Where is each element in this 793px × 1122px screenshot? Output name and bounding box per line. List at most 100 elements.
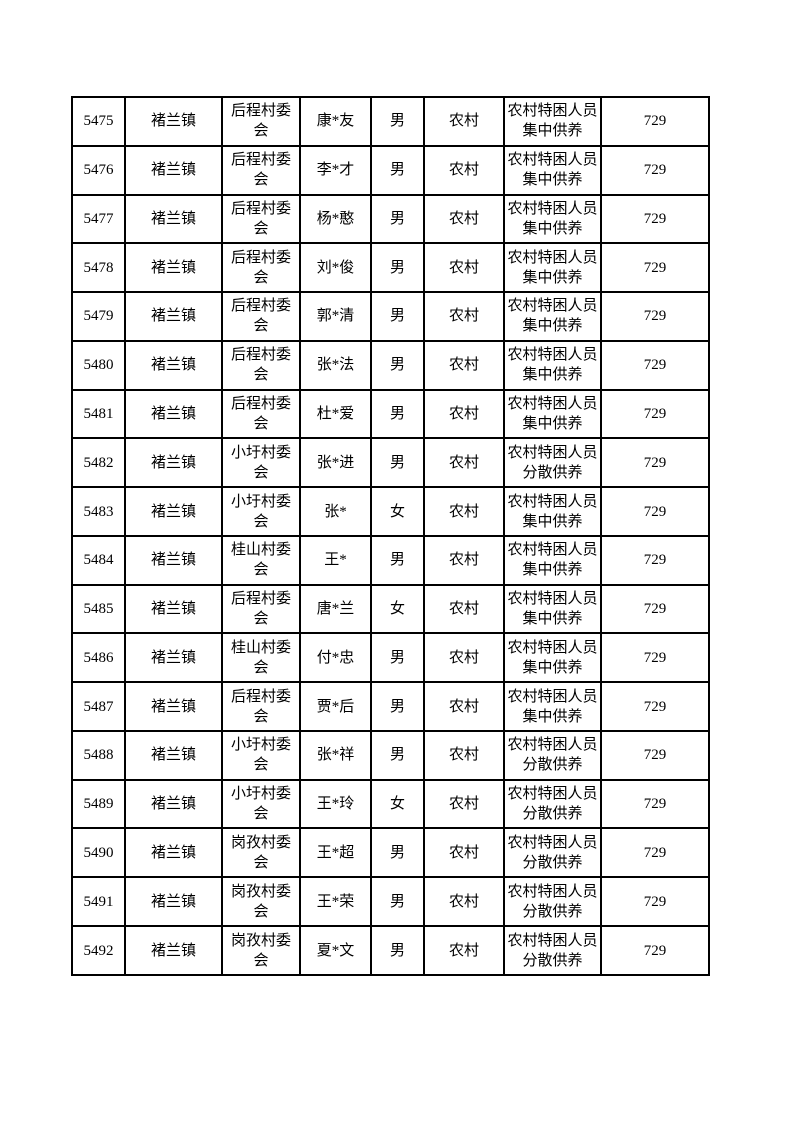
- cell-gender: 男: [370, 193, 425, 245]
- cell-amount: 729: [600, 632, 710, 684]
- cell-support-type: 农村特困人员 集中供养: [503, 291, 602, 342]
- cell-amount: 729: [600, 339, 710, 391]
- cell-residence: 农村: [423, 242, 505, 294]
- table-row: 5492 褚兰镇 岗孜村委 会夏*文男农村 农村特困人员 分散供养 729: [71, 925, 710, 976]
- cell-index: 5490: [71, 827, 126, 879]
- cell-residence: 农村: [423, 291, 505, 342]
- table-row: 5481 褚兰镇 后程村委 会杜*爱男农村 农村特困人员 集中供养 729: [71, 388, 710, 440]
- cell-town: 褚兰镇: [124, 925, 223, 976]
- cell-index: 5489: [71, 778, 126, 830]
- table-row: 5489 褚兰镇 小圩村委 会王*玲女农村 农村特困人员 分散供养 729: [71, 778, 710, 830]
- cell-gender: 男: [370, 632, 425, 684]
- cell-village: 后程村委 会: [221, 388, 301, 440]
- table-row: 5484 褚兰镇 桂山村委 会王* 男农村 农村特困人员 集中供养 729: [71, 534, 710, 586]
- cell-index: 5480: [71, 339, 126, 391]
- cell-gender: 男: [370, 144, 425, 196]
- cell-village: 小圩村委 会: [221, 437, 301, 489]
- cell-index: 5491: [71, 876, 126, 928]
- cell-gender: 男: [370, 534, 425, 586]
- cell-support-type: 农村特困人员 集中供养: [503, 96, 602, 147]
- cell-index: 5475: [71, 96, 126, 147]
- cell-gender: 男: [370, 925, 425, 976]
- cell-gender: 男: [370, 291, 425, 342]
- cell-name: 付*忠: [299, 632, 372, 684]
- cell-name: 张*进: [299, 437, 372, 489]
- cell-village: 小圩村委 会: [221, 778, 301, 830]
- cell-gender: 男: [370, 681, 425, 732]
- cell-town: 褚兰镇: [124, 729, 223, 781]
- cell-residence: 农村: [423, 339, 505, 391]
- cell-amount: 729: [600, 193, 710, 245]
- cell-residence: 农村: [423, 144, 505, 196]
- cell-support-type: 农村特困人员 集中供养: [503, 583, 602, 635]
- cell-gender: 男: [370, 339, 425, 391]
- cell-name: 唐*兰: [299, 583, 372, 635]
- cell-town: 褚兰镇: [124, 827, 223, 879]
- cell-amount: 729: [600, 486, 710, 537]
- cell-amount: 729: [600, 388, 710, 440]
- cell-name: 贾*后: [299, 681, 372, 732]
- cell-support-type: 农村特困人员 集中供养: [503, 144, 602, 196]
- table-row: 5488 褚兰镇 小圩村委 会张*祥男农村 农村特困人员 分散供养 729: [71, 729, 710, 781]
- cell-name: 康*友: [299, 96, 372, 147]
- cell-village: 后程村委 会: [221, 144, 301, 196]
- cell-gender: 男: [370, 242, 425, 294]
- cell-village: 后程村委 会: [221, 681, 301, 732]
- table-row: 5485 褚兰镇 后程村委 会唐*兰女农村 农村特困人员 集中供养 729: [71, 583, 710, 635]
- cell-amount: 729: [600, 681, 710, 732]
- cell-town: 褚兰镇: [124, 242, 223, 294]
- cell-name: 王*玲: [299, 778, 372, 830]
- cell-support-type: 农村特困人员 集中供养: [503, 486, 602, 537]
- cell-name: 张*: [299, 486, 372, 537]
- cell-town: 褚兰镇: [124, 96, 223, 147]
- cell-support-type: 农村特困人员 集中供养: [503, 632, 602, 684]
- cell-gender: 女: [370, 486, 425, 537]
- cell-gender: 男: [370, 729, 425, 781]
- cell-support-type: 农村特困人员 分散供养: [503, 827, 602, 879]
- cell-name: 杨*憨: [299, 193, 372, 245]
- cell-support-type: 农村特困人员 集中供养: [503, 681, 602, 732]
- cell-town: 褚兰镇: [124, 339, 223, 391]
- cell-village: 后程村委 会: [221, 583, 301, 635]
- cell-index: 5478: [71, 242, 126, 294]
- cell-village: 后程村委 会: [221, 242, 301, 294]
- table-row: 5482 褚兰镇 小圩村委 会张*进男农村 农村特困人员 分散供养 729: [71, 437, 710, 489]
- cell-name: 刘*俊: [299, 242, 372, 294]
- cell-residence: 农村: [423, 96, 505, 147]
- table-row: 5487 褚兰镇 后程村委 会贾*后男农村 农村特困人员 集中供养 729: [71, 681, 710, 732]
- cell-amount: 729: [600, 291, 710, 342]
- cell-name: 郭*清: [299, 291, 372, 342]
- cell-residence: 农村: [423, 681, 505, 732]
- cell-village: 后程村委 会: [221, 96, 301, 147]
- cell-residence: 农村: [423, 925, 505, 976]
- cell-amount: 729: [600, 827, 710, 879]
- cell-residence: 农村: [423, 632, 505, 684]
- cell-town: 褚兰镇: [124, 388, 223, 440]
- cell-name: 夏*文: [299, 925, 372, 976]
- cell-residence: 农村: [423, 827, 505, 879]
- cell-town: 褚兰镇: [124, 534, 223, 586]
- cell-support-type: 农村特困人员 分散供养: [503, 876, 602, 928]
- cell-residence: 农村: [423, 729, 505, 781]
- cell-gender: 男: [370, 96, 425, 147]
- cell-support-type: 农村特困人员 集中供养: [503, 339, 602, 391]
- cell-support-type: 农村特困人员 分散供养: [503, 729, 602, 781]
- cell-index: 5488: [71, 729, 126, 781]
- cell-town: 褚兰镇: [124, 778, 223, 830]
- cell-support-type: 农村特困人员 分散供养: [503, 437, 602, 489]
- cell-amount: 729: [600, 534, 710, 586]
- cell-village: 桂山村委 会: [221, 534, 301, 586]
- cell-village: 岗孜村委 会: [221, 925, 301, 976]
- table-body: 5475 褚兰镇 后程村委 会康*友男农村 农村特困人员 集中供养 729 5476 褚兰镇…: [71, 96, 710, 976]
- cell-residence: 农村: [423, 534, 505, 586]
- cell-support-type: 农村特困人员 分散供养: [503, 925, 602, 976]
- cell-support-type: 农村特困人员 集中供养: [503, 193, 602, 245]
- cell-index: 5476: [71, 144, 126, 196]
- cell-name: 王*: [299, 534, 372, 586]
- table-row: 5486 褚兰镇 桂山村委 会付*忠男农村 农村特困人员 集中供养 729: [71, 632, 710, 684]
- cell-town: 褚兰镇: [124, 144, 223, 196]
- cell-amount: 729: [600, 242, 710, 294]
- table-row: 5490 褚兰镇 岗孜村委 会王*超男农村 农村特困人员 分散供养 729: [71, 827, 710, 879]
- cell-residence: 农村: [423, 778, 505, 830]
